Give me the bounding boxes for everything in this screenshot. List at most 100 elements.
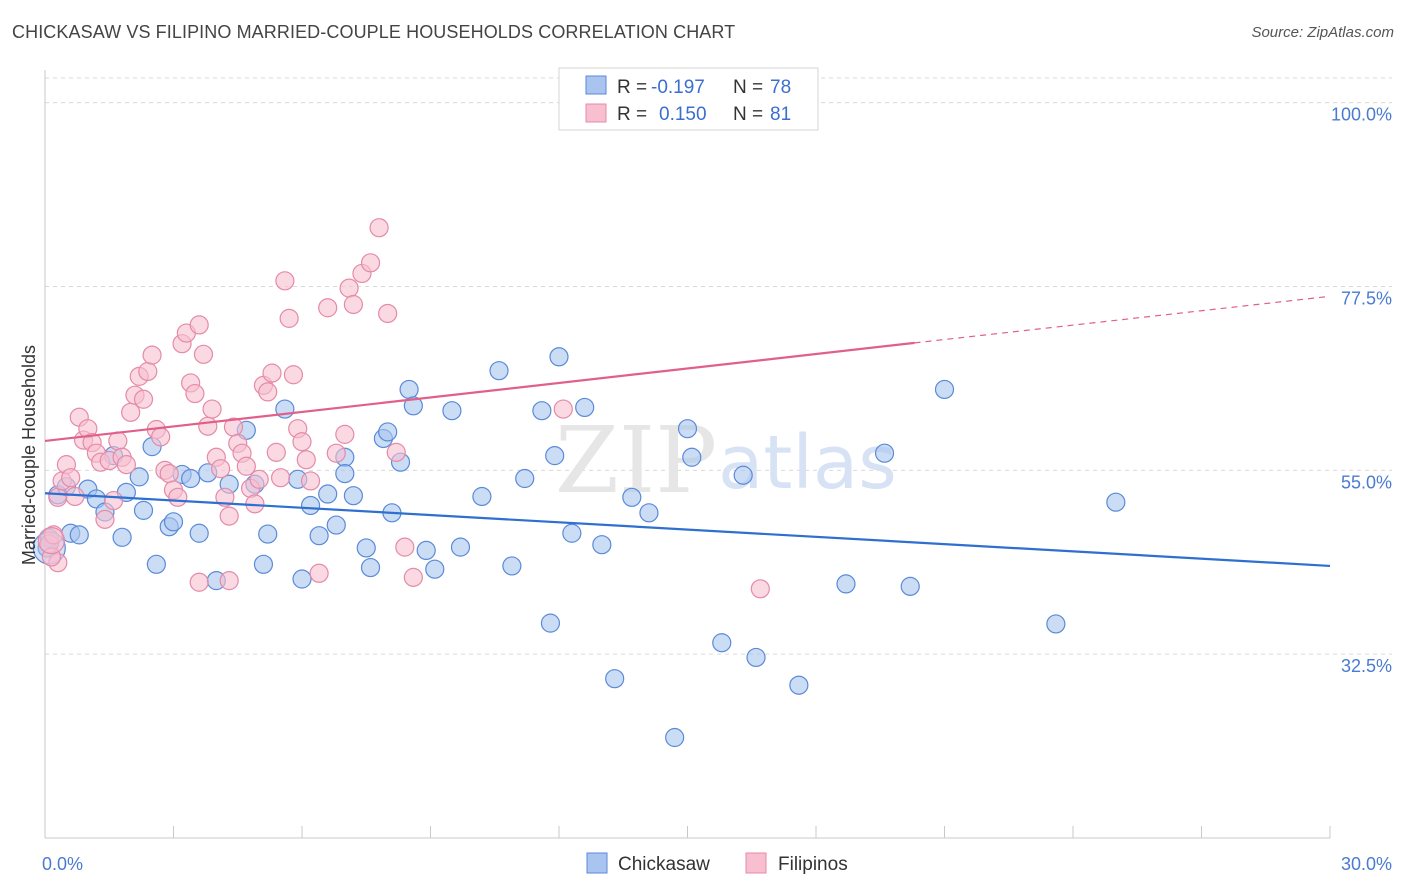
chickasaw-point-19 (189, 523, 209, 543)
filipinos-point-64 (326, 443, 346, 463)
filipinos-point-37 (198, 416, 218, 436)
filipinos-point-26 (151, 427, 171, 447)
legend-top: R = -0.197 N = 78 R = 0.150 N = 81 (558, 67, 819, 131)
legend-bottom-label-filipinos: Filipinos (778, 854, 848, 875)
y-axis-label: Married-couple Households (19, 345, 39, 565)
filipinos-point-41 (215, 487, 235, 507)
x-tick-label-0: 0.0% (42, 854, 83, 874)
legend-bottom-swatch-chickasaw (586, 852, 608, 874)
trend-line-chickasaw (44, 492, 1331, 568)
filipinos-point-36 (193, 344, 214, 364)
filipinos-point-22 (133, 389, 154, 409)
filipinos-point-72 (386, 442, 406, 462)
y-tick-label-1: 55.0% (1341, 472, 1392, 492)
series-chickasaw-points (32, 347, 1126, 748)
filipinos-point-56 (279, 308, 299, 328)
series-filipinos-points (37, 218, 770, 599)
chickasaw-point-32 (318, 484, 338, 504)
chickasaw-point-63 (665, 727, 685, 748)
filipinos-point-13 (95, 509, 115, 529)
filipinos-point-60 (296, 450, 316, 470)
chickasaw-point-60 (605, 669, 625, 689)
chickasaw-point-64 (677, 419, 698, 439)
filipinos-point-51 (258, 382, 278, 402)
chickasaw-point-30 (300, 495, 321, 516)
filipinos-point-63 (318, 298, 338, 318)
chickasaw-point-52 (515, 468, 535, 489)
chickasaw-point-40 (378, 422, 398, 442)
legend-swatch-filipinos (585, 103, 607, 123)
filipinos-point-15 (103, 490, 124, 511)
chickasaw-point-49 (472, 486, 492, 507)
filipinos-point-6 (65, 486, 85, 507)
filipinos-point-75 (219, 571, 239, 591)
chickasaw-point-37 (356, 538, 376, 558)
chickasaw-point-54 (540, 613, 561, 633)
filipinos-point-5 (61, 468, 81, 488)
chickasaw-point-74 (1046, 614, 1066, 634)
filipinos-point-77 (553, 399, 573, 419)
chickasaw-point-9 (112, 527, 132, 547)
legend-r-value-filipinos: 0.150 (659, 104, 707, 125)
chickasaw-point-51 (502, 556, 522, 576)
filipinos-point-62 (309, 563, 329, 583)
chickasaw-point-25 (253, 554, 274, 574)
filipinos-point-35 (189, 315, 209, 335)
filipinos-point-55 (275, 271, 295, 291)
chickasaw-point-65 (682, 447, 702, 467)
legend-n-value-chickasaw: 78 (770, 77, 791, 98)
chickasaw-point-70 (836, 574, 856, 594)
y-tick-label-0: 32.5% (1341, 656, 1392, 676)
filipinos-point-2 (48, 487, 68, 507)
legend-bottom-swatch-filipinos (745, 852, 767, 874)
chickasaw-point-72 (900, 576, 920, 596)
filipinos-point-66 (339, 278, 359, 298)
chickasaw-point-68 (746, 647, 766, 668)
axes (44, 70, 1331, 839)
chickasaw-point-75 (1106, 492, 1126, 512)
chickasaw-point-66 (712, 633, 732, 653)
chickasaw-point-11 (129, 467, 149, 487)
chickasaw-point-14 (146, 554, 166, 574)
filipinos-point-74 (403, 567, 423, 587)
trend-line-filipinos (44, 341, 915, 443)
chickasaw-point-29 (292, 569, 312, 589)
chickasaw-point-33 (326, 515, 346, 535)
filipinos-point-76 (189, 572, 209, 592)
chickasaw-point-16 (163, 512, 184, 532)
x-tick-label-1: 30.0% (1341, 854, 1392, 874)
legend-swatch-chickasaw (585, 75, 607, 95)
filipinos-point-53 (266, 442, 286, 462)
filipinos-point-42 (219, 506, 239, 526)
chickasaw-point-31 (309, 526, 329, 546)
chickasaw-point-38 (360, 557, 381, 578)
legend-n-label-1: N = (733, 77, 763, 98)
filipinos-point-61 (300, 471, 321, 491)
filipinos-point-69 (360, 253, 381, 273)
chart-title: CHICKASAW VS FILIPINO MARRIED-COUPLE HOU… (12, 22, 736, 42)
filipinos-point-16 (108, 431, 128, 451)
chickasaw-point-55 (545, 446, 565, 466)
filipinos-point-52 (262, 363, 282, 383)
chickasaw-point-12 (133, 500, 154, 520)
chickasaw-point-50 (489, 361, 509, 381)
filipinos-point-cluster (37, 527, 66, 555)
chickasaw-point-18 (181, 468, 201, 489)
filipinos-point-73 (395, 537, 415, 557)
filipinos-point-38 (202, 399, 222, 419)
filipinos-point-70 (369, 218, 389, 238)
chickasaw-point-35 (335, 464, 355, 484)
chickasaw-point-45 (416, 540, 436, 561)
chickasaw-point-69 (789, 675, 809, 695)
filipinos-point-24 (142, 345, 162, 365)
trend-line-filipinos-extension (914, 295, 1331, 344)
filipinos-point-67 (343, 294, 363, 315)
chickasaw-point-36 (343, 486, 363, 506)
trend-lines (44, 295, 1331, 568)
legend-n-label-2: N = (733, 104, 763, 125)
filipinos-point-34 (185, 383, 205, 404)
filipinos-point-40 (211, 459, 231, 479)
filipinos-point-30 (168, 487, 188, 507)
chickasaw-point-56 (549, 347, 569, 367)
filipinos-point-71 (378, 303, 398, 324)
